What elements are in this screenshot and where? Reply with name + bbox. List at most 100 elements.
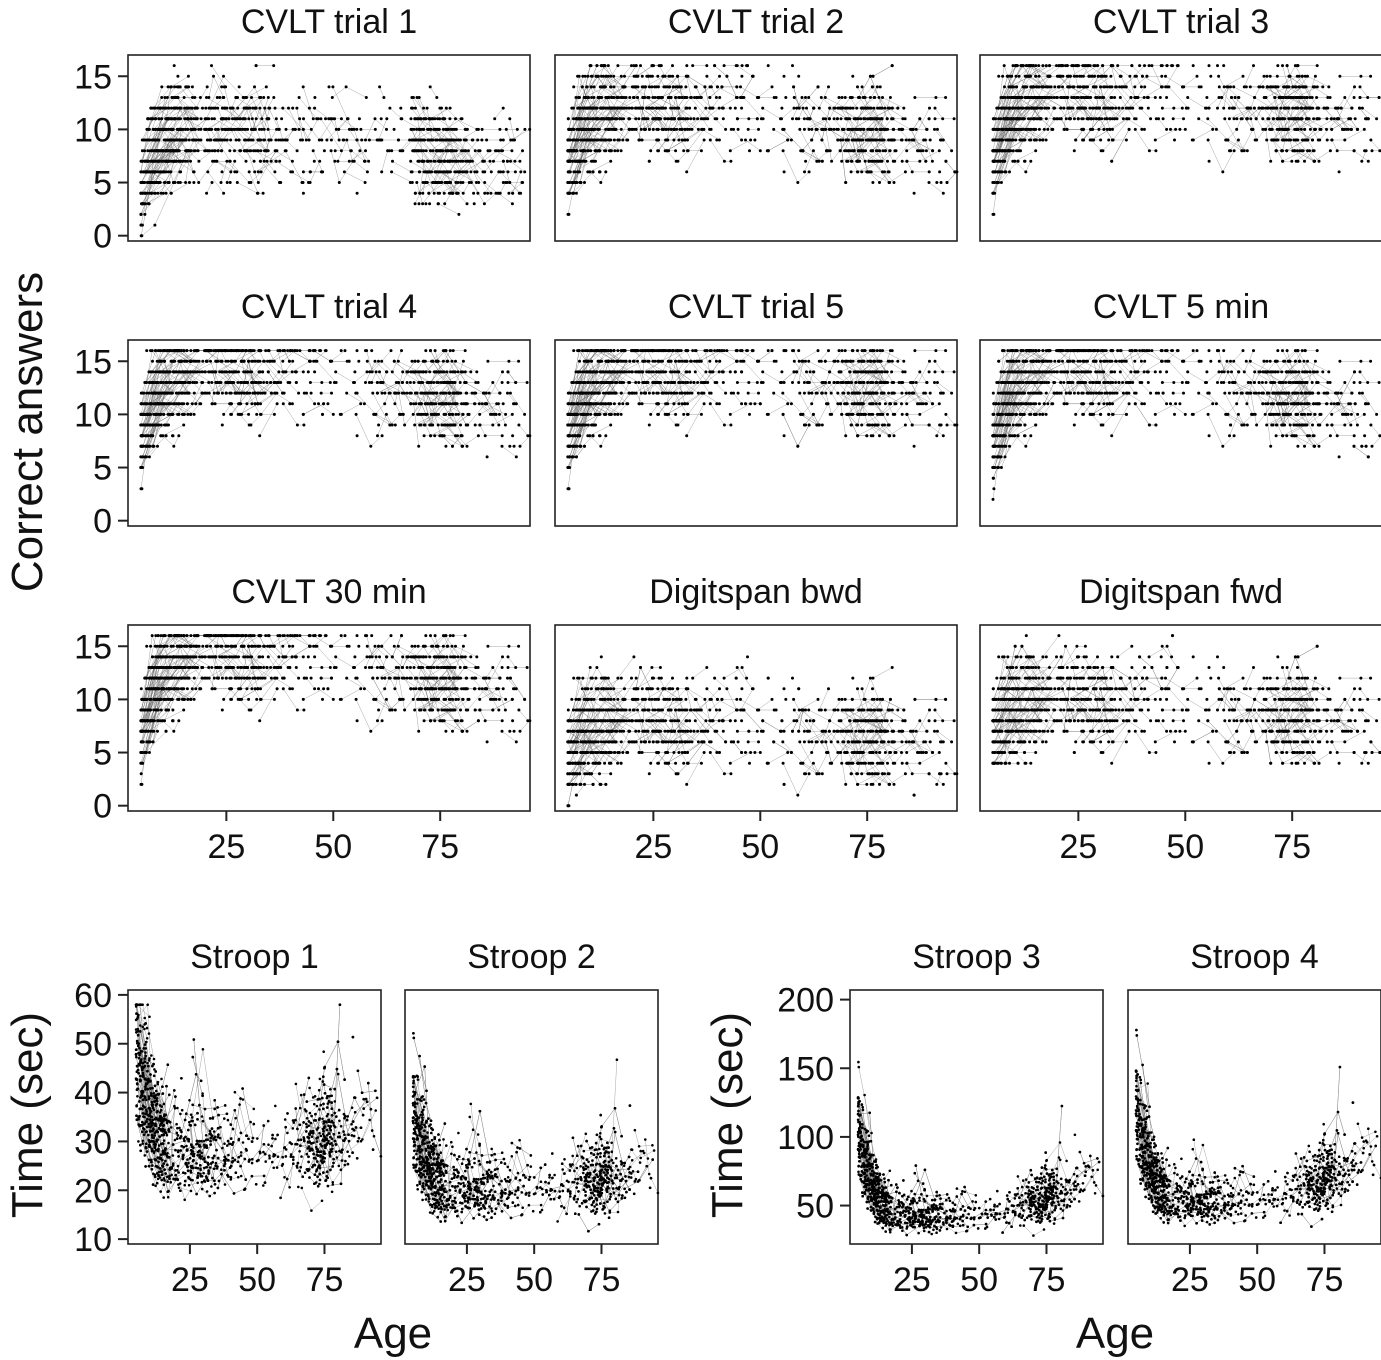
data-point — [807, 96, 811, 99]
data-point — [229, 138, 233, 142]
data-point — [784, 96, 788, 99]
data-point — [173, 138, 177, 142]
data-point — [860, 85, 864, 89]
trajectory — [217, 108, 223, 119]
data-point — [146, 138, 150, 142]
data-point — [1113, 96, 1117, 99]
data-point — [606, 64, 610, 68]
data-point — [449, 127, 453, 131]
data-point — [1358, 85, 1362, 89]
data-point — [259, 170, 263, 174]
data-point — [1143, 64, 1146, 68]
data-point — [597, 149, 601, 153]
data-point — [308, 181, 312, 184]
data-point — [1042, 127, 1046, 131]
data-point — [444, 127, 448, 131]
data-point — [262, 96, 266, 99]
data-point — [319, 117, 323, 121]
data-point — [634, 85, 638, 89]
data-point — [473, 149, 477, 153]
data-point — [475, 127, 479, 131]
data-point — [693, 96, 696, 99]
data-point — [922, 138, 926, 142]
data-point — [625, 106, 629, 110]
data-point — [572, 149, 576, 153]
data-point — [498, 127, 502, 131]
data-point — [441, 127, 445, 131]
data-point — [190, 106, 194, 110]
data-point — [647, 159, 651, 163]
data-point — [169, 191, 173, 195]
data-point — [1046, 127, 1050, 131]
data-point — [612, 85, 616, 89]
data-point — [1183, 127, 1187, 131]
data-point — [1064, 117, 1068, 121]
data-point — [1279, 106, 1283, 110]
data-point — [798, 127, 802, 131]
data-point — [856, 85, 859, 89]
data-point — [222, 191, 226, 195]
data-point — [757, 96, 761, 99]
data-point — [250, 117, 254, 121]
data-point — [828, 117, 831, 121]
data-point — [566, 149, 570, 153]
data-point — [259, 149, 263, 153]
data-point — [675, 127, 679, 131]
trajectory — [344, 171, 366, 183]
trajectory — [174, 107, 195, 120]
data-point — [413, 202, 417, 206]
data-point — [642, 127, 646, 131]
data-point — [807, 170, 811, 174]
data-point — [721, 117, 725, 121]
data-point — [378, 85, 382, 89]
data-point — [142, 138, 146, 142]
data-point — [470, 159, 474, 163]
bottom-left-y-axis-title: Time (sec) — [3, 1012, 52, 1218]
data-point — [317, 138, 321, 142]
data-point — [658, 64, 662, 68]
trajectory — [147, 139, 158, 172]
data-point — [870, 138, 874, 142]
data-point — [746, 64, 749, 68]
data-point — [442, 191, 446, 195]
data-point — [840, 96, 844, 99]
data-point — [655, 106, 659, 110]
trajectory — [483, 150, 497, 162]
data-point — [261, 191, 265, 195]
data-point — [1142, 96, 1146, 99]
data-point — [467, 181, 471, 184]
data-point — [677, 138, 681, 142]
data-point — [1037, 127, 1041, 131]
data-point — [207, 96, 211, 99]
data-point — [786, 138, 790, 142]
data-point — [568, 159, 572, 163]
data-point — [623, 74, 626, 78]
panel-frame — [554, 54, 958, 242]
data-point — [862, 127, 865, 131]
data-point — [416, 159, 420, 163]
data-point — [746, 127, 750, 131]
data-point — [501, 106, 505, 110]
data-point — [953, 170, 957, 174]
data-point — [598, 170, 601, 174]
data-point — [267, 138, 271, 142]
data-point — [1366, 96, 1370, 99]
data-point — [320, 170, 324, 174]
trajectory — [231, 107, 241, 119]
data-point — [682, 149, 686, 153]
data-point — [572, 85, 576, 89]
data-point — [880, 127, 884, 131]
data-point — [781, 149, 785, 153]
data-point — [1109, 74, 1113, 78]
data-point — [705, 64, 709, 68]
data-point — [1303, 159, 1306, 163]
data-point — [439, 159, 443, 163]
data-point — [192, 149, 196, 153]
data-point — [399, 117, 403, 121]
data-point — [337, 138, 341, 142]
data-point — [344, 85, 348, 89]
data-point — [410, 127, 414, 131]
data-point — [792, 106, 796, 110]
data-point — [662, 74, 665, 78]
data-point — [609, 106, 613, 110]
